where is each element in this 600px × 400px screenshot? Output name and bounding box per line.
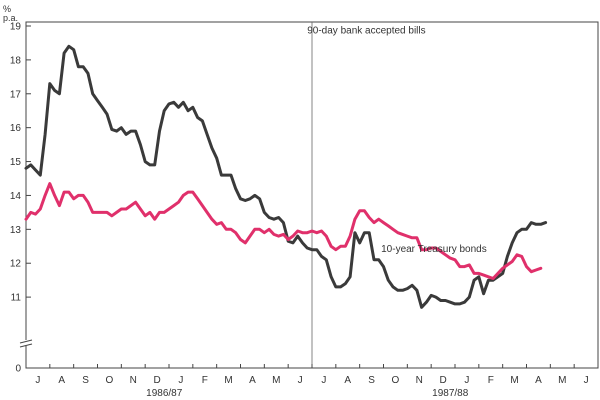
x-tick-label: M xyxy=(510,375,518,386)
y-tick-label: 15 xyxy=(10,157,22,168)
y-tick-label: 18 xyxy=(10,55,22,66)
x-tick-label: S xyxy=(82,375,89,386)
bank-bills-label: 90-day bank accepted bills xyxy=(307,25,425,36)
x-tick-label: O xyxy=(392,375,400,386)
x-tick-label: D xyxy=(439,375,446,386)
x-tick-label: J xyxy=(584,375,589,386)
x-tick-label: M xyxy=(558,375,566,386)
x-tick-label: S xyxy=(368,375,375,386)
y-tick-label: 12 xyxy=(10,259,22,270)
y-tick-label-zero: 0 xyxy=(15,364,21,375)
y-unit-percent: % xyxy=(3,4,11,14)
y-tick-label: 17 xyxy=(10,89,22,100)
series-lines xyxy=(24,44,548,309)
y-tick-label: 14 xyxy=(10,191,22,202)
x-tick-label: M xyxy=(224,375,232,386)
x-tick-label: A xyxy=(249,375,256,386)
y-tick-label: 11 xyxy=(11,293,22,304)
y-tick-label: 13 xyxy=(10,225,22,236)
axis-break-mark xyxy=(19,339,33,344)
x-tick-label: A xyxy=(58,375,65,386)
x-tick-label: F xyxy=(202,375,208,386)
x-tick-label: M xyxy=(272,375,280,386)
series-labels: 90-day bank accepted bills 10-year Treasu… xyxy=(307,25,487,255)
axes: 11 12 13 14 15 16 17 18 19 0 J A S O N D J F M A M J J A S O N D J F M… xyxy=(10,21,599,399)
x-tick-label: A xyxy=(535,375,542,386)
x-tick-label: N xyxy=(416,375,423,386)
x-tick-label: O xyxy=(106,375,114,386)
axis-break-gap xyxy=(20,340,32,346)
x-tick-label: A xyxy=(344,375,351,386)
x-tick-label: J xyxy=(178,375,183,386)
x-tick-label: D xyxy=(153,375,160,386)
period-label: 1986/87 xyxy=(146,388,183,399)
x-tick-label: J xyxy=(298,375,303,386)
x-tick-label: J xyxy=(321,375,326,386)
y-tick-label: 19 xyxy=(10,22,22,33)
y-tick-label: 16 xyxy=(10,123,22,134)
period-label: 1987/88 xyxy=(432,388,469,399)
x-tick-label: J xyxy=(464,375,469,386)
treasury-bonds-label: 10-year Treasury bonds xyxy=(381,244,487,255)
y-unit-per-annum: p.a. xyxy=(3,13,18,23)
x-tick-label: J xyxy=(35,375,40,386)
x-tick-label: F xyxy=(488,375,494,386)
bank-bills-line xyxy=(24,44,548,309)
axis-break-mark xyxy=(19,343,33,348)
x-tick-label: N xyxy=(130,375,137,386)
treasury-bonds-line xyxy=(24,182,543,280)
